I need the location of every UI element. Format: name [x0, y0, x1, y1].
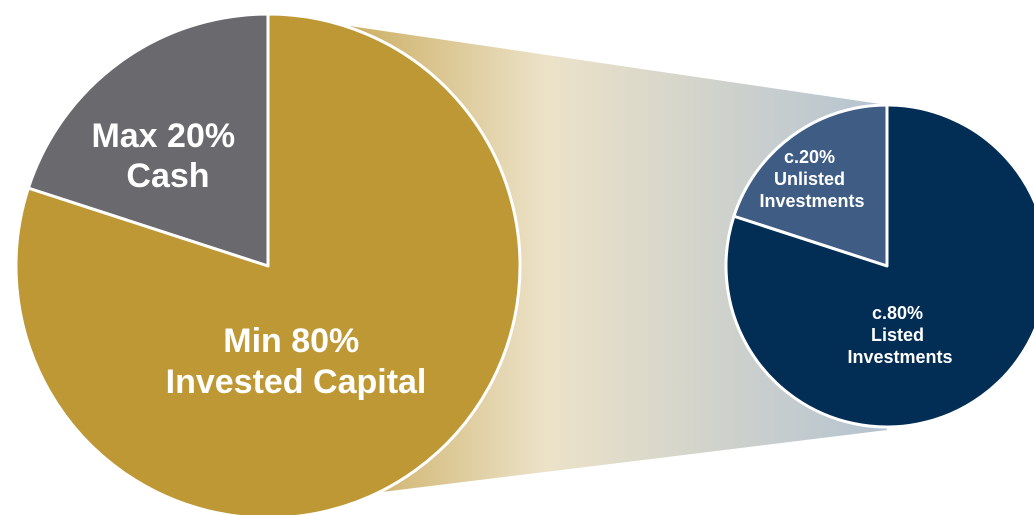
slice-label-listed-value: c.80% — [872, 303, 923, 323]
pie-slice-listed-investments — [724, 103, 1034, 429]
pie-slice-cash — [26, 12, 270, 268]
slice-label-cash: Max 20% Cash — [91, 117, 244, 195]
slice-label-invested-name: Invested Capital — [166, 363, 427, 401]
slice-label-unlisted: c.20% Unlisted Investments — [759, 147, 864, 211]
pie-invested-breakdown: c.20% Unlisted Investments c.80% Listed … — [724, 103, 1034, 429]
slice-label-cash-name: Cash — [126, 157, 209, 195]
slice-label-cash-value: Max 20% — [91, 117, 235, 155]
slice-label-invested-capital: Min 80% Invested Capital — [166, 322, 427, 401]
slice-label-invested-value: Min 80% — [223, 322, 359, 360]
pie-total-capital: Max 20% Cash Min 80% Invested Capital — [14, 12, 522, 515]
slice-label-unlisted-value: c.20% — [784, 147, 835, 167]
slice-label-listed: c.80% Listed Investments — [847, 303, 952, 367]
pie-slice-unlisted-investments — [732, 103, 889, 268]
slice-label-unlisted-name-2: Investments — [759, 191, 864, 211]
slice-label-listed-name-2: Investments — [847, 347, 952, 367]
slice-label-listed-name-1: Listed — [871, 325, 924, 345]
slice-label-unlisted-name-1: Unlisted — [774, 169, 845, 189]
pie-slice-invested-capital — [14, 12, 522, 515]
